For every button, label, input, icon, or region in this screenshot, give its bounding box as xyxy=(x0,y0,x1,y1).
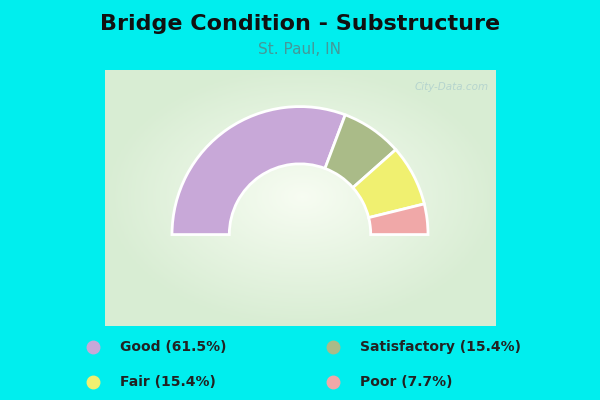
Wedge shape xyxy=(325,115,396,188)
Text: City-Data.com: City-Data.com xyxy=(415,82,489,92)
Text: Bridge Condition - Substructure: Bridge Condition - Substructure xyxy=(100,14,500,34)
Text: Good (61.5%): Good (61.5%) xyxy=(120,340,227,354)
Text: Fair (15.4%): Fair (15.4%) xyxy=(120,374,216,388)
Text: Poor (7.7%): Poor (7.7%) xyxy=(360,374,452,388)
Wedge shape xyxy=(368,204,428,234)
Wedge shape xyxy=(172,106,345,234)
Text: St. Paul, IN: St. Paul, IN xyxy=(259,42,341,57)
Text: Satisfactory (15.4%): Satisfactory (15.4%) xyxy=(360,340,521,354)
Wedge shape xyxy=(353,150,424,218)
